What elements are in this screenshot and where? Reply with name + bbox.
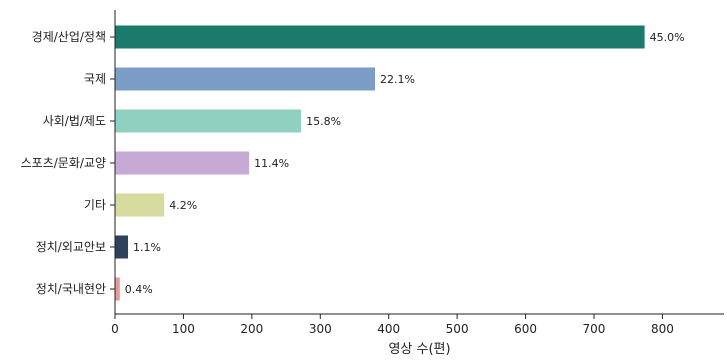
x-tick-label: 800	[651, 322, 674, 336]
value-label: 1.1%	[133, 241, 161, 254]
bar	[115, 151, 250, 175]
category-label: 기타	[84, 198, 106, 212]
value-labels-group: 45.0% 22.1% 15.8% 11.4% 4.2% 1.1% 0.4%	[125, 31, 685, 296]
category-label: 스포츠/문화/교양	[21, 156, 106, 170]
bar	[115, 67, 376, 91]
x-axis-title: 영상 수(편)	[388, 342, 450, 357]
category-label: 사회/법/제도	[43, 114, 106, 128]
x-tick-label: 500	[446, 322, 469, 336]
bar	[115, 193, 165, 217]
x-tick-label: 600	[514, 322, 537, 336]
category-label: 국제	[84, 72, 106, 86]
value-label: 22.1%	[380, 73, 415, 86]
bar	[115, 277, 120, 301]
x-tick-label: 300	[309, 322, 332, 336]
bar	[115, 235, 129, 259]
value-label: 11.4%	[254, 157, 289, 170]
category-label: 경제/산업/정책	[32, 29, 106, 44]
value-label: 0.4%	[125, 283, 153, 296]
category-label: 정치/국내현안	[36, 282, 106, 296]
value-label: 45.0%	[650, 31, 685, 44]
bar	[115, 109, 302, 133]
category-label: 정치/외교안보	[36, 240, 106, 254]
value-label: 15.8%	[306, 115, 341, 128]
bars-group	[115, 25, 645, 301]
x-tick-label: 400	[377, 322, 400, 336]
x-tick-label: 100	[172, 322, 195, 336]
category-labels-group: 경제/산업/정책국제사회/법/제도스포츠/문화/교양기타정치/외교안보정치/국내…	[21, 29, 106, 296]
x-tick-label: 0	[111, 322, 119, 336]
x-tick-label: 200	[240, 322, 263, 336]
bar	[115, 25, 645, 49]
x-tick-label: 700	[583, 322, 606, 336]
x-ticks-group: 0 100 200 300 400 500 600 700 800	[110, 36, 674, 336]
value-label: 4.2%	[169, 199, 197, 212]
